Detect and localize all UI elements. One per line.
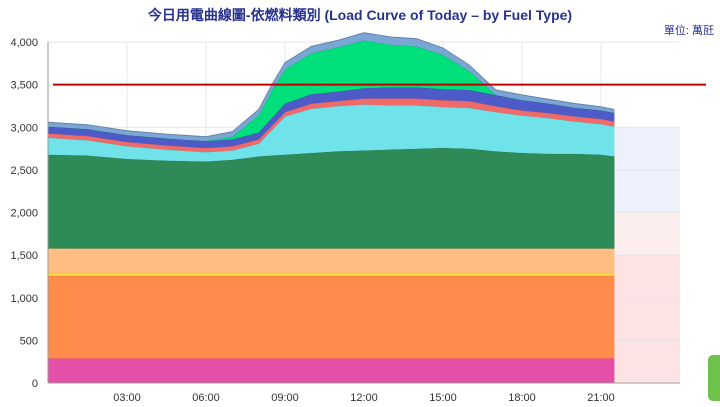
side-panel-tab[interactable] [708, 355, 720, 401]
x-tick-label-1: 06:00 [192, 392, 220, 404]
y-tick-label-2: 1,000 [10, 293, 38, 305]
area-series-1 [47, 275, 615, 359]
unit-label: 單位: 萬瓩 [663, 25, 714, 37]
x-tick-label-0: 03:00 [113, 392, 141, 404]
y-tick-label-5: 2,500 [10, 165, 38, 177]
x-tick-label-6: 21:00 [587, 392, 615, 404]
area-series-4 [47, 147, 615, 249]
y-tick-labels: 0 500 1,000 1,500 2,000 2,500 3,000 3,500 4,000 [10, 37, 38, 390]
axes [47, 42, 680, 384]
y-tick-label-0: 0 [32, 378, 38, 390]
y-tick-label-6: 3,000 [10, 122, 38, 134]
x-tick-label-3: 12:00 [350, 392, 378, 404]
y-tick-label-3: 1,500 [10, 250, 38, 262]
x-tick-label-5: 18:00 [508, 392, 536, 404]
x-tick-labels: 03:00 06:00 09:00 12:00 15:00 18:00 21:00 [113, 392, 615, 404]
x-tick-label-4: 15:00 [429, 392, 457, 404]
background-band-0 [614, 255, 680, 383]
y-tick-label-8: 4,000 [10, 37, 38, 49]
y-tick-label-1: 500 [20, 335, 38, 347]
area-series-9 [47, 32, 615, 142]
y-tick-label-4: 2,000 [10, 208, 38, 220]
area-series-3 [47, 248, 615, 274]
x-tick-label-2: 09:00 [271, 392, 299, 404]
area-series-0 [47, 358, 615, 384]
area-edge-9 [47, 32, 615, 138]
chart-title: 今日用電曲線圖-依燃料類別 (Load Curve of Today – by … [147, 7, 573, 23]
fuel-areas [47, 32, 615, 384]
background-band-1 [614, 212, 680, 256]
y-tick-label-7: 3,500 [10, 80, 38, 92]
